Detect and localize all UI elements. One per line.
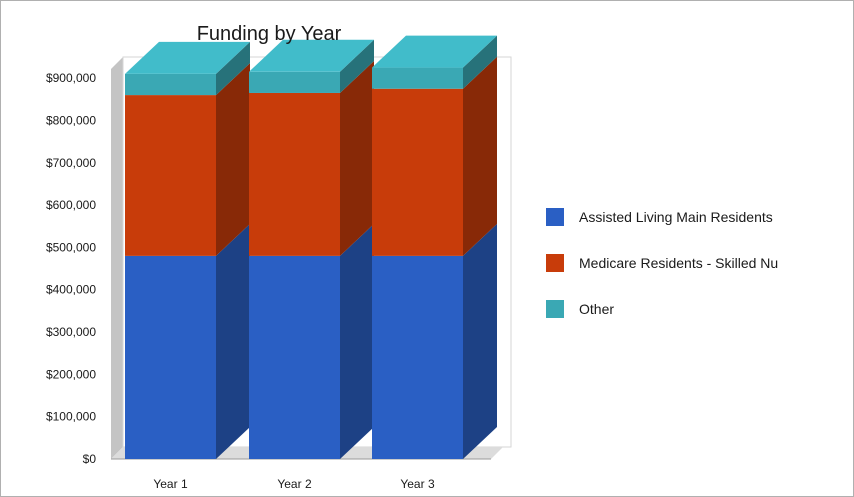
bar-segment	[372, 35, 497, 89]
bar-segment	[125, 41, 250, 96]
bar-side	[463, 35, 497, 89]
bar-side	[340, 39, 374, 93]
y-tick-label: $600,000	[46, 198, 96, 212]
y-tick-label: $800,000	[46, 113, 96, 127]
legend-label: Medicare Residents - Skilled Nu	[579, 255, 778, 271]
bar-side	[463, 223, 497, 459]
bar-side	[340, 60, 374, 256]
bar-front	[249, 92, 340, 256]
y-tick-label: $0	[83, 452, 97, 466]
left-wall	[111, 57, 123, 459]
bar-segment	[372, 56, 497, 256]
bar-side	[463, 56, 497, 256]
bar-front	[372, 88, 463, 256]
legend-swatch	[546, 208, 564, 226]
legend-swatch	[546, 300, 564, 318]
bar-side	[216, 223, 250, 459]
bar-segment	[249, 60, 374, 256]
y-tick-label: $100,000	[46, 410, 96, 424]
bar-side	[216, 63, 250, 256]
y-tick-label: $700,000	[46, 156, 96, 170]
bar-segment	[125, 223, 250, 459]
bar-segment	[249, 223, 374, 459]
bar-top	[125, 41, 250, 74]
bar-segment	[372, 223, 497, 459]
bar-front	[125, 255, 216, 459]
bar-front	[372, 67, 463, 89]
bar-segment	[125, 63, 250, 256]
y-tick-label: $300,000	[46, 325, 96, 339]
bar-front	[249, 255, 340, 459]
x-category-label: Year 3	[400, 477, 435, 491]
legend-label: Assisted Living Main Residents	[579, 209, 773, 225]
bar-front	[372, 255, 463, 459]
x-category-label: Year 2	[277, 477, 312, 491]
bar-side	[216, 41, 250, 96]
y-tick-label: $500,000	[46, 240, 96, 254]
y-tick-label: $900,000	[46, 71, 96, 85]
bar-top	[249, 39, 374, 72]
y-tick-label: $400,000	[46, 283, 96, 297]
bar-top	[372, 35, 497, 68]
bar-side	[340, 223, 374, 459]
bar-front	[249, 71, 340, 93]
bar-front	[125, 73, 216, 96]
legend-swatch	[546, 254, 564, 272]
legend-label: Other	[579, 301, 614, 317]
y-tick-label: $200,000	[46, 367, 96, 381]
chart-title: Funding by Year	[197, 23, 342, 45]
bar-segment	[249, 39, 374, 93]
x-category-label: Year 1	[153, 477, 188, 491]
bar-front	[125, 95, 216, 256]
